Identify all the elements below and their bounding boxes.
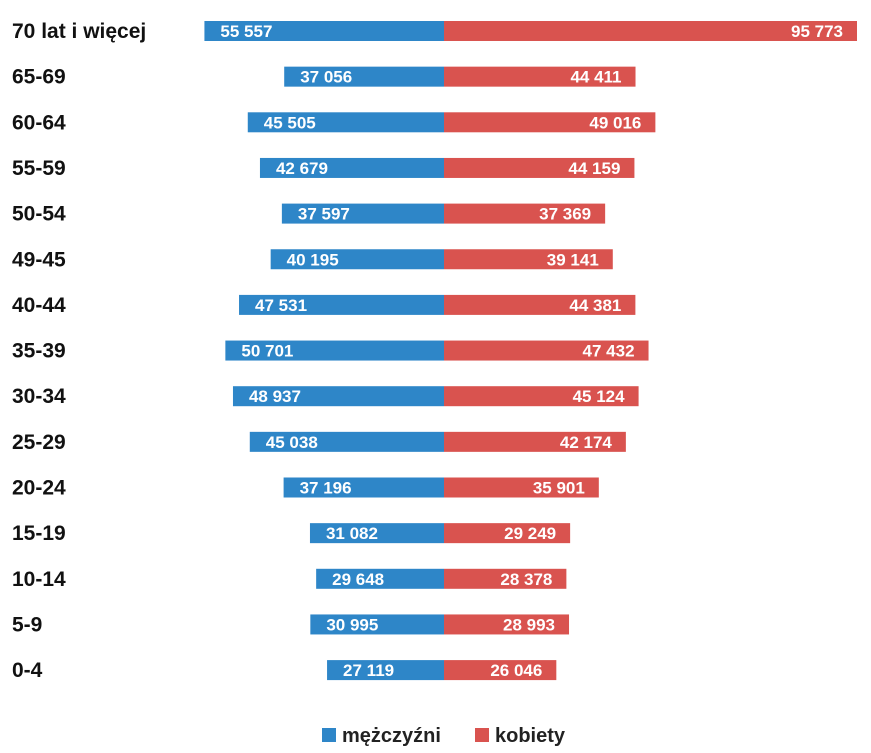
data-label-men: 27 119 [343,661,394,680]
data-label-women: 44 159 [568,159,620,178]
data-label-men: 37 196 [300,479,352,498]
bar-men [309,523,444,544]
bar-women [444,157,635,178]
category-label: 25-29 [12,431,66,454]
category-label: 40-44 [12,294,66,317]
bar-men [281,203,444,224]
category-label: 65-69 [12,66,66,89]
bar-men [316,568,444,589]
data-label-women: 45 124 [573,387,626,406]
bar-men [270,249,444,270]
data-label-men: 31 082 [326,524,378,543]
category-label: 15-19 [12,522,66,545]
legend-swatch-women [475,728,489,742]
data-label-men: 47 531 [255,296,307,315]
data-label-women: 95 773 [791,22,843,41]
bar-women [444,340,649,361]
bar-women [444,614,570,635]
data-label-women: 26 046 [490,661,542,680]
category-label: 5-9 [12,613,42,636]
category-labels-layer: 70 lat i więcej 65-69 60-64 55-59 50-54 49-45… [12,20,146,682]
data-label-women: 39 141 [547,250,599,269]
category-label: 70 lat i więcej [12,20,146,43]
bar-women [444,523,571,544]
bar-men [232,386,444,407]
category-label: 35-39 [12,340,66,363]
bar-men [284,66,444,87]
bars-layer: 55 557 95 773 37 056 44 411 45 505 49 016 42 6… [204,21,857,681]
bar-men [225,340,444,361]
category-label: 0-4 [12,659,43,682]
category-label: 55-59 [12,157,66,180]
data-label-women: 42 174 [560,433,613,452]
data-label-women: 44 411 [570,68,621,87]
category-label: 50-54 [12,203,66,226]
data-label-men: 42 679 [276,159,328,178]
data-label-men: 30 995 [326,615,378,634]
data-label-women: 35 901 [533,479,585,498]
bar-men [204,21,444,41]
bar-men [327,660,444,681]
bar-women [444,203,606,224]
bar-men [310,614,444,635]
data-label-men: 29 648 [332,570,384,589]
legend-label-men: mężczyźni [342,725,441,747]
bar-women [444,386,639,407]
bar-men [249,431,444,452]
legend-swatch-men [322,728,336,742]
data-label-men: 48 937 [249,387,301,406]
bar-women [444,477,599,498]
bar-women [444,21,857,41]
category-label: 20-24 [12,477,66,500]
legend-label-women: kobiety [495,725,566,747]
data-label-women: 28 993 [503,615,555,634]
legend: mężczyźni kobiety [322,725,566,747]
data-label-men: 50 701 [241,342,293,361]
bar-women [444,568,567,589]
bar-women [444,294,636,315]
data-label-men: 37 597 [298,205,350,224]
data-label-men: 40 195 [287,250,339,269]
bar-women [444,249,613,270]
data-label-women: 49 016 [589,113,641,132]
data-label-men: 55 557 [220,22,272,41]
bar-men [239,294,444,315]
data-label-men: 37 056 [300,68,352,87]
bar-women [444,660,557,681]
bar-women [444,431,626,452]
category-label: 10-14 [12,568,66,591]
data-label-women: 29 249 [504,524,556,543]
data-label-men: 45 038 [266,433,318,452]
data-label-women: 47 432 [583,342,635,361]
data-label-women: 37 369 [539,205,591,224]
bar-women [444,66,636,87]
category-label: 30-34 [12,385,66,408]
data-label-women: 44 381 [569,296,621,315]
bar-men [247,112,444,133]
category-label: 49-45 [12,248,66,271]
bar-women [444,112,656,133]
category-label: 60-64 [12,111,66,134]
data-label-women: 28 378 [500,570,552,589]
bar-men [259,157,444,178]
bar-men [283,477,444,498]
data-label-men: 45 505 [264,113,316,132]
